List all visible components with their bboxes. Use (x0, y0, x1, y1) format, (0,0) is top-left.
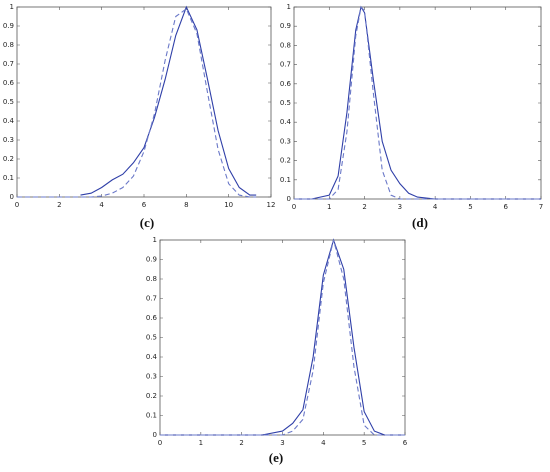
curve (294, 5, 541, 200)
y-tick-label: 0.8 (280, 41, 291, 49)
y-tick-label: 0 (153, 431, 157, 439)
x-tick-label: 7 (539, 203, 543, 211)
y-tick-label: 0.4 (146, 353, 158, 361)
y-tick-label: 0.1 (3, 174, 14, 182)
x-tick-label: 0 (158, 439, 162, 447)
y-tick-label: 0.9 (3, 22, 14, 30)
x-tick-label: 1 (327, 203, 331, 211)
y-tick-label: 0.3 (146, 373, 157, 381)
y-tick-label: 0.6 (280, 80, 292, 88)
x-tick-label: 1 (199, 439, 203, 447)
x-tick-label: 0 (15, 201, 19, 209)
curve (80, 5, 257, 196)
x-tick-label: 2 (57, 201, 61, 209)
y-tick-label: 0.3 (3, 136, 14, 144)
y-tick-label: 0.7 (146, 295, 157, 303)
y-tick-label: 1 (153, 236, 157, 244)
x-tick-label: 2 (239, 439, 243, 447)
y-tick-label: 1 (10, 3, 14, 11)
x-tick-label: 4 (99, 201, 104, 209)
x-tick-label: 4 (321, 439, 326, 447)
x-tick-label: 4 (433, 203, 438, 211)
curve (160, 239, 405, 436)
y-tick-label: 0.5 (3, 98, 14, 106)
y-tick-label: 0.4 (3, 117, 15, 125)
y-tick-label: 0 (10, 193, 14, 201)
x-tick-label: 3 (398, 203, 402, 211)
y-tick-label: 1 (287, 3, 291, 11)
x-tick-label: 8 (184, 201, 188, 209)
plot-frame (293, 6, 542, 200)
y-tick-label: 0.7 (3, 60, 14, 68)
y-tick-label: 0.9 (280, 22, 291, 30)
curve (160, 238, 405, 436)
x-tick-label: 10 (224, 201, 233, 209)
y-tick-label: 0.5 (280, 99, 291, 107)
x-tick-label: 6 (503, 203, 508, 211)
x-tick-label: 6 (142, 201, 147, 209)
y-tick-label: 0.2 (3, 155, 14, 163)
y-tick-label: 0.3 (280, 137, 291, 145)
y-tick-label: 0.9 (146, 256, 157, 264)
y-tick-label: 0.1 (280, 176, 291, 184)
plot-frame (16, 6, 272, 198)
y-tick-label: 0.6 (146, 314, 158, 322)
x-tick-label: 6 (403, 439, 408, 447)
y-tick-label: 0.7 (280, 61, 291, 69)
x-tick-label: 5 (362, 439, 366, 447)
subplot-label: (d) (412, 215, 428, 230)
subplot-label: (c) (140, 215, 154, 230)
x-tick-label: 12 (267, 201, 276, 209)
x-tick-label: 3 (280, 439, 284, 447)
y-tick-label: 0.2 (146, 392, 157, 400)
y-tick-label: 0.8 (146, 275, 157, 283)
y-tick-label: 0.5 (146, 334, 157, 342)
curve (17, 8, 257, 198)
subplot-label: (e) (269, 450, 283, 465)
x-tick-label: 0 (292, 203, 296, 211)
y-tick-label: 0.8 (3, 41, 14, 49)
curve (294, 5, 541, 200)
x-tick-label: 5 (468, 203, 472, 211)
y-tick-label: 0.1 (146, 412, 157, 420)
y-tick-label: 0.6 (3, 79, 15, 87)
x-tick-label: 2 (362, 203, 366, 211)
plot-frame (159, 239, 406, 436)
y-tick-label: 0.2 (280, 157, 291, 165)
y-tick-label: 0.4 (280, 118, 292, 126)
y-tick-label: 0 (287, 195, 291, 203)
